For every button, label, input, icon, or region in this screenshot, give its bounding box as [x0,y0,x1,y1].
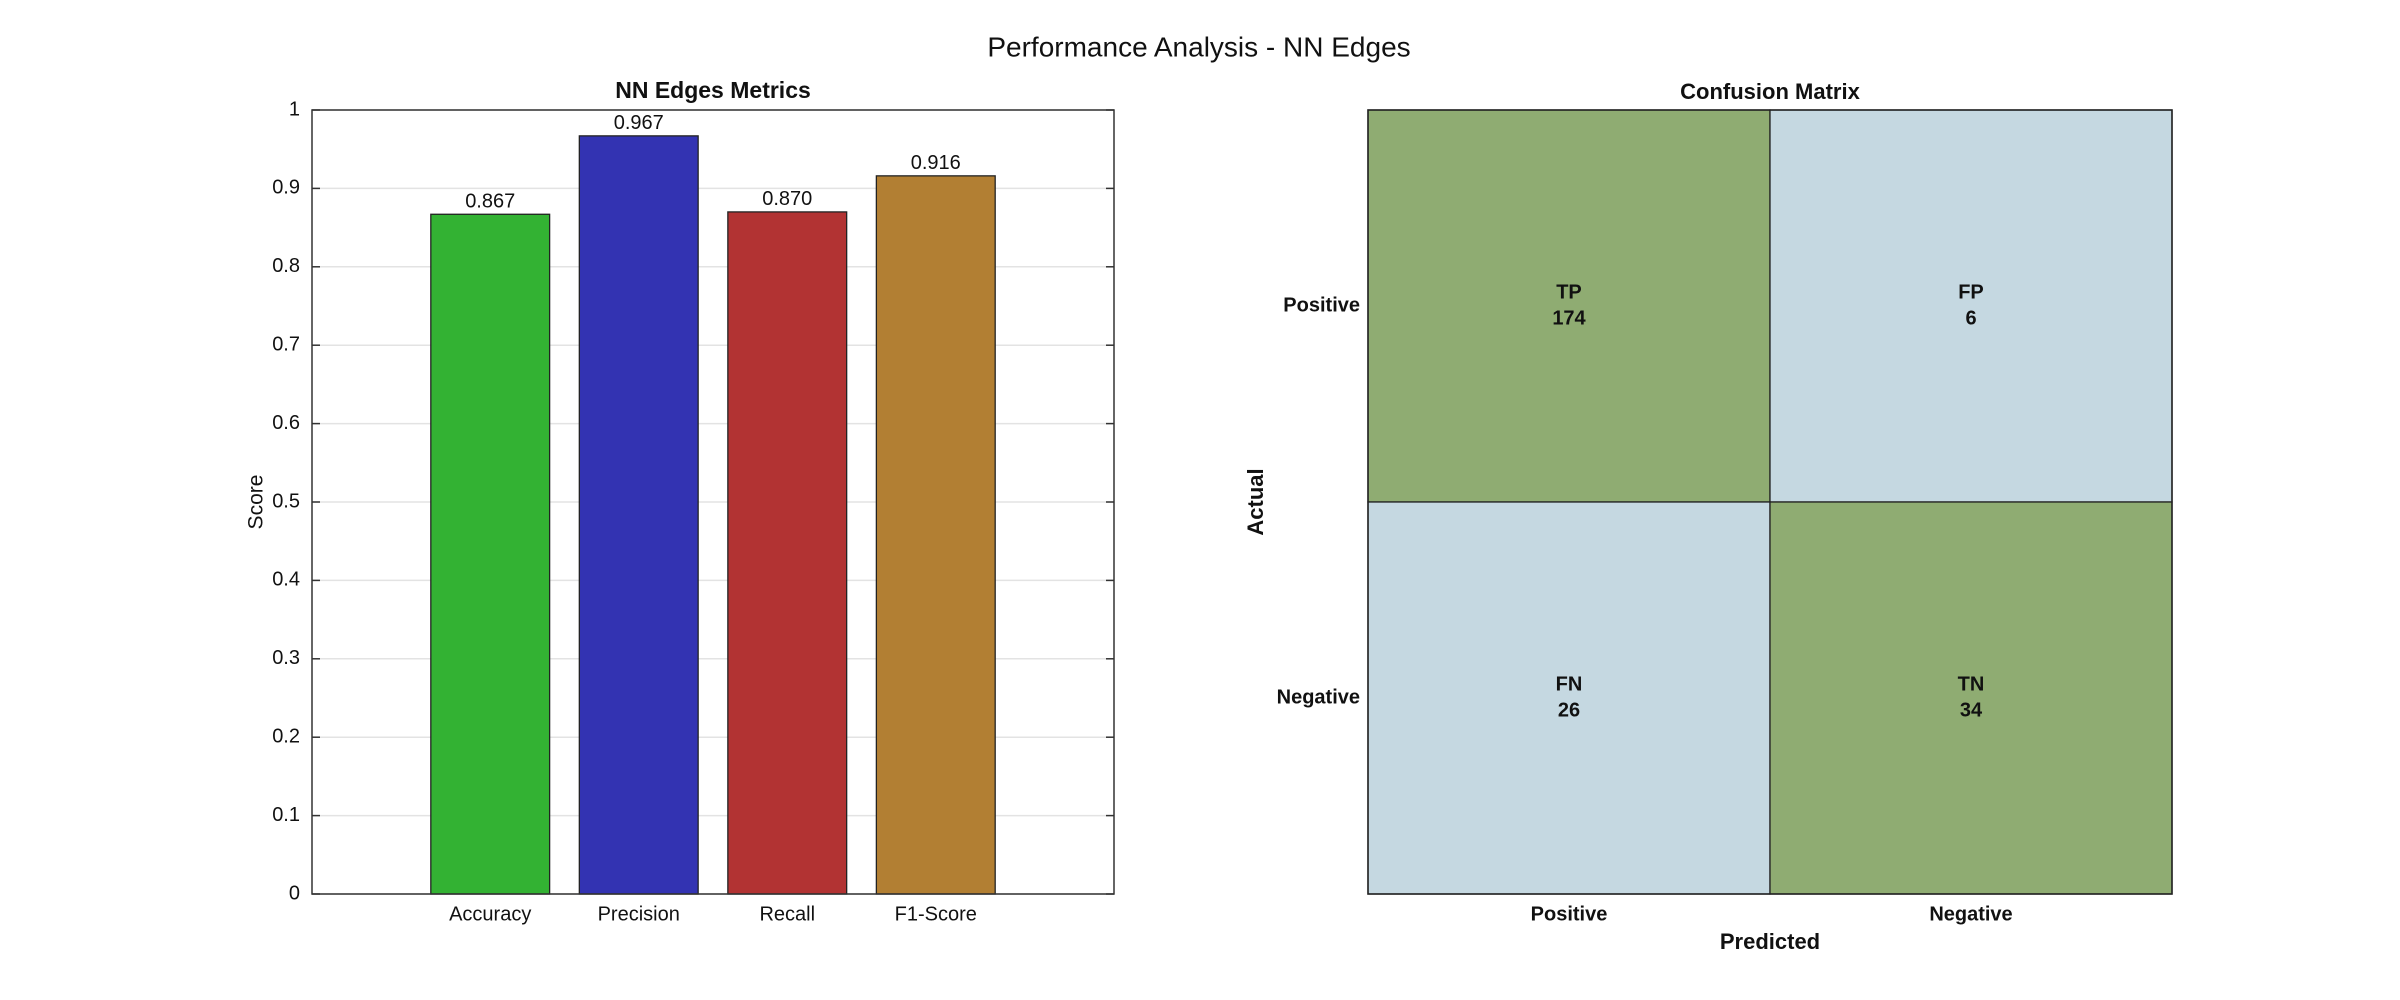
y-tick-label: 0 [289,882,300,904]
matrix-cell [1367,501,1771,895]
value-label: 0.967 [614,112,664,134]
y-tick-label: Positive [1283,294,1360,316]
cell-value: 174 [1552,307,1586,329]
y-tick-label: 0.8 [272,255,300,277]
bar [727,211,848,895]
cell-label: FN [1556,673,1583,695]
cell-label: TN [1958,673,1985,695]
bar [875,175,996,895]
matrix-cell [1769,501,2173,895]
y-tick-label: 0.1 [272,804,300,826]
x-tick-label: Negative [1929,903,2012,925]
y-tick-label: 0.3 [272,647,300,669]
axes-frame [1367,109,2173,895]
y-tick-label: 0.5 [272,490,300,512]
y-tick-label: 0.9 [272,177,300,199]
y-axis-label: Actual [1243,468,1268,535]
y-tick-label: Negative [1277,686,1360,708]
y-axis-label: Score [245,475,268,530]
x-tick-label: Accuracy [449,903,531,925]
axes-frame [311,109,1115,895]
cell-value: 6 [1965,307,1976,329]
x-tick-label: Positive [1531,903,1608,925]
cell-value: 26 [1558,699,1580,721]
cell-value: 34 [1960,699,1983,721]
figure-title: Performance Analysis - NN Edges [987,31,1410,62]
cell-label: FP [1958,281,1984,303]
y-tick-label: 0.6 [272,412,300,434]
y-tick-label: 1 [289,98,300,120]
bar [578,135,699,895]
matrix-cell [1367,109,1771,503]
bar [430,213,551,895]
x-tick-label: Recall [759,903,815,925]
x-tick-label: Precision [598,903,680,925]
y-tick-label: 0.7 [272,333,300,355]
value-label: 0.916 [911,152,961,174]
x-axis-label: Predicted [1720,929,1820,954]
axes-title: NN Edges Metrics [615,77,811,103]
y-tick-label: 0.4 [272,569,300,591]
value-label: 0.870 [762,188,812,210]
value-label: 0.867 [465,191,515,213]
axes-title: Confusion Matrix [1680,79,1860,104]
x-tick-label: F1-Score [895,903,977,925]
y-tick-label: 0.2 [272,725,300,747]
matrix-cell [1769,109,2173,503]
cell-label: TP [1556,281,1582,303]
